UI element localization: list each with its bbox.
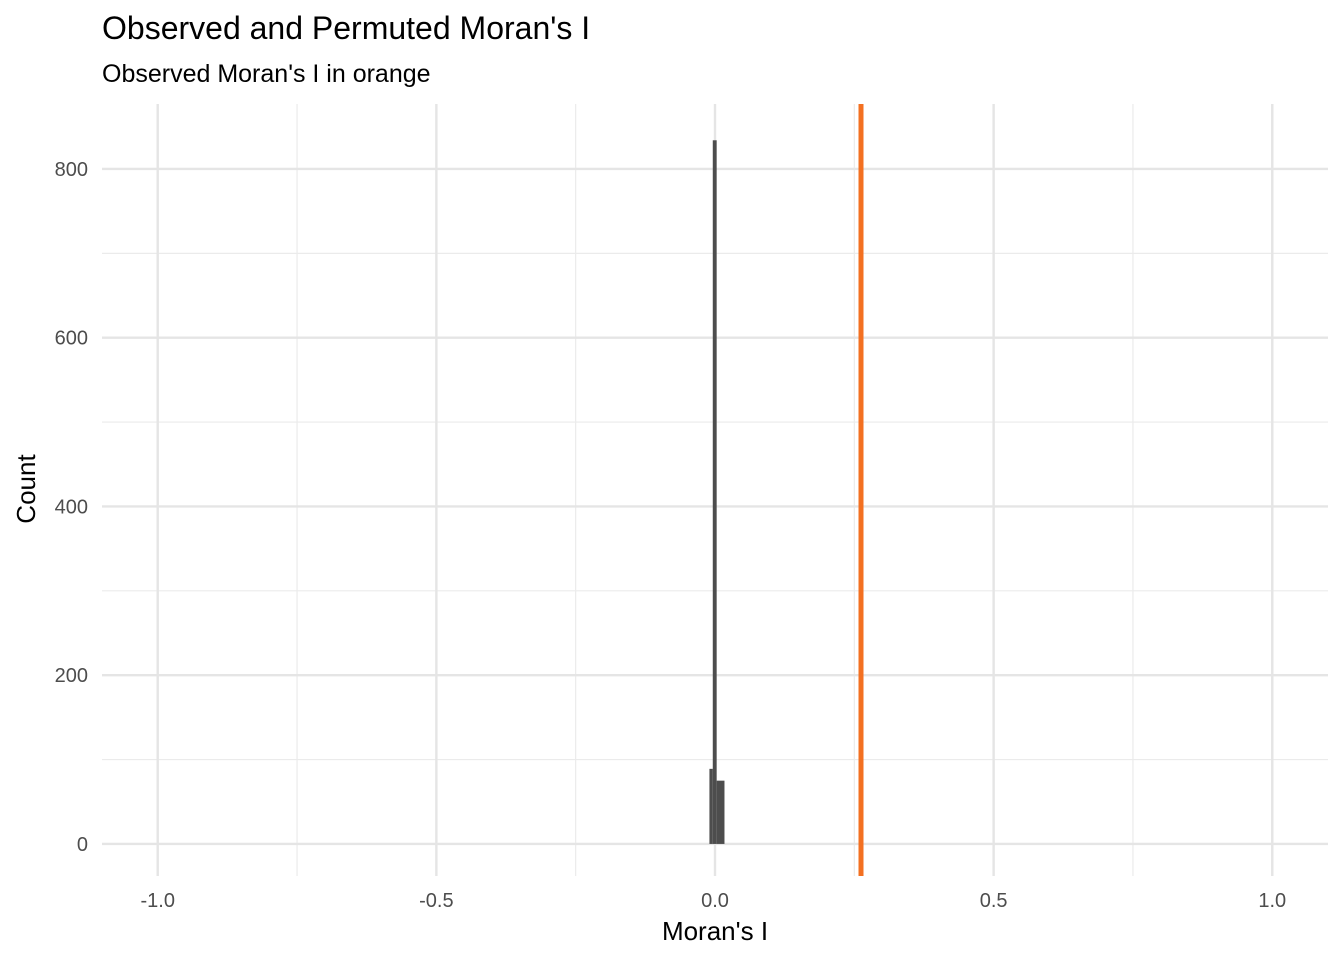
y-tick-label: 800 <box>55 159 88 181</box>
y-axis-title: Count <box>11 454 41 524</box>
y-tick-label: 600 <box>55 328 88 350</box>
x-tick-label: -1.0 <box>140 890 174 912</box>
x-axis-tick-labels: -1.0 -0.5 0.0 0.5 1.0 <box>140 890 1286 912</box>
y-tick-label: 400 <box>55 496 88 518</box>
chart-title: Observed and Permuted Moran's I <box>102 10 590 46</box>
histogram-bar <box>716 780 725 844</box>
x-tick-label: 0.0 <box>701 890 729 912</box>
x-tick-label: -0.5 <box>419 890 453 912</box>
y-tick-label: 0 <box>77 834 88 856</box>
y-axis-tick-labels: 0 200 400 600 800 <box>55 159 88 856</box>
x-axis-title: Moran's I <box>662 916 768 946</box>
x-tick-label: 0.5 <box>980 890 1008 912</box>
histogram-bar <box>712 140 717 844</box>
y-tick-label: 200 <box>55 665 88 687</box>
histogram-bar <box>709 768 713 844</box>
chart-subtitle: Observed Moran's I in orange <box>102 60 431 88</box>
x-tick-label: 1.0 <box>1258 890 1286 912</box>
histogram-bars <box>709 140 725 844</box>
